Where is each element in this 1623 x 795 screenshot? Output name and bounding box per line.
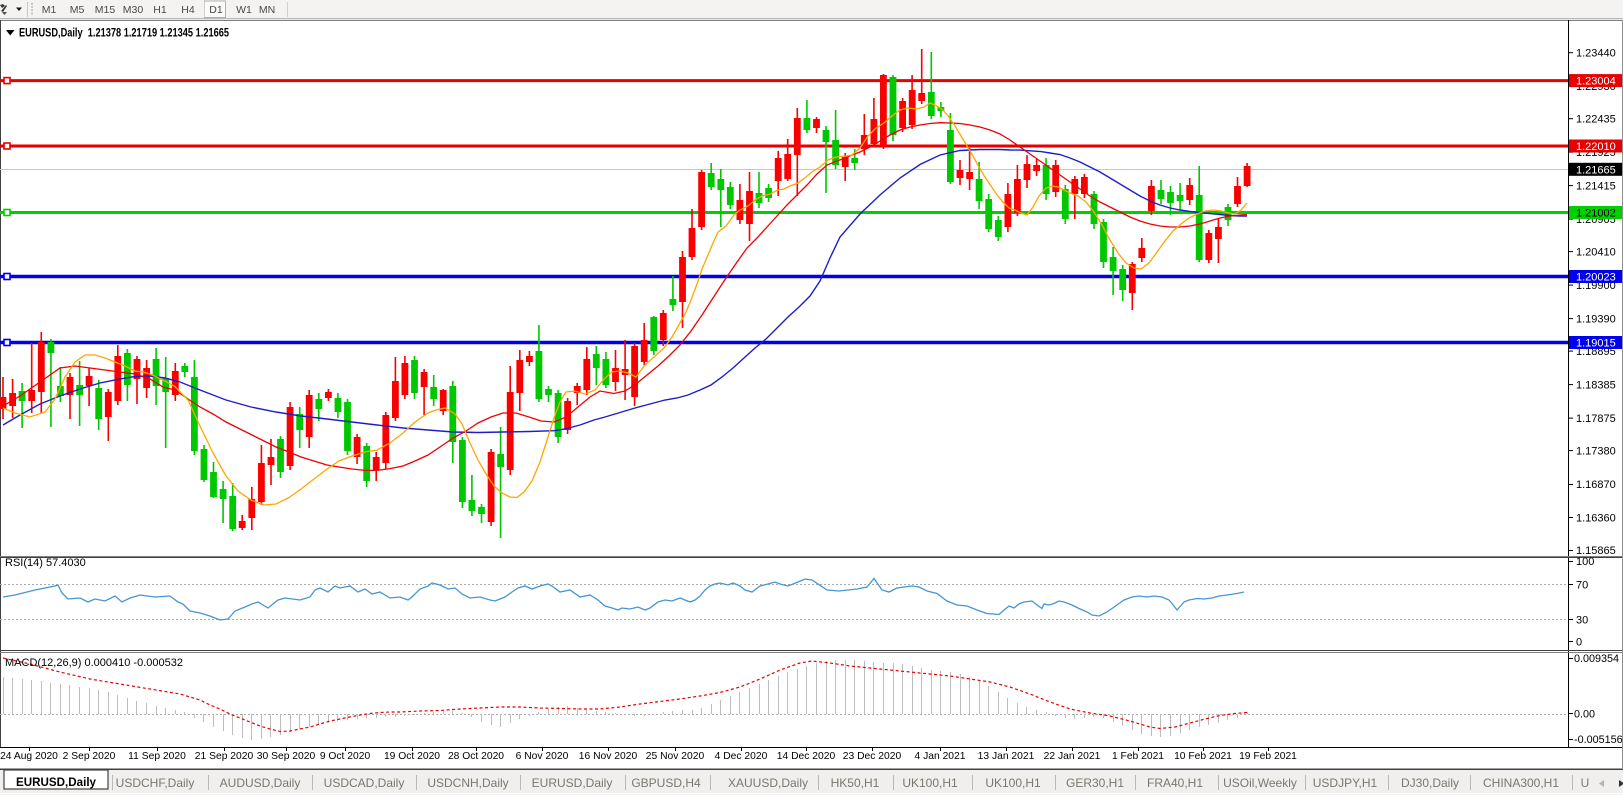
svg-text:1.15865: 1.15865 bbox=[1576, 545, 1616, 557]
svg-text:1.22435: 1.22435 bbox=[1576, 114, 1616, 126]
svg-text:EURUSD,Daily: EURUSD,Daily bbox=[16, 775, 96, 789]
svg-text:30: 30 bbox=[1576, 615, 1588, 627]
svg-text:1.18385: 1.18385 bbox=[1576, 380, 1616, 392]
svg-text:D1: D1 bbox=[209, 4, 223, 16]
svg-text:1.18895: 1.18895 bbox=[1576, 346, 1616, 358]
svg-text:1.19900: 1.19900 bbox=[1576, 280, 1616, 292]
svg-text:6 Nov 2020: 6 Nov 2020 bbox=[516, 751, 569, 762]
svg-text:25 Nov 2020: 25 Nov 2020 bbox=[646, 751, 705, 762]
svg-text:EURUSD,Daily 1.21378 1.21719: EURUSD,Daily 1.21378 1.21719 1.21345 1.2… bbox=[19, 28, 229, 40]
svg-text:MN: MN bbox=[259, 4, 275, 16]
svg-text:1.16870: 1.16870 bbox=[1576, 479, 1616, 491]
svg-text:M5: M5 bbox=[70, 4, 85, 16]
svg-text:HK50,H1: HK50,H1 bbox=[831, 776, 880, 790]
svg-text:1.16360: 1.16360 bbox=[1576, 513, 1616, 525]
svg-text:M30: M30 bbox=[123, 4, 144, 16]
svg-text:UK100,H1: UK100,H1 bbox=[985, 776, 1041, 790]
svg-text:1.19390: 1.19390 bbox=[1576, 314, 1616, 326]
svg-text:1.20023: 1.20023 bbox=[1576, 272, 1616, 284]
svg-text:1.19015: 1.19015 bbox=[1576, 338, 1616, 350]
svg-text:0: 0 bbox=[1576, 637, 1582, 649]
svg-text:1.21415: 1.21415 bbox=[1576, 181, 1616, 193]
svg-text:28 Oct 2020: 28 Oct 2020 bbox=[448, 751, 504, 762]
svg-text:GBPUSD,H4: GBPUSD,H4 bbox=[631, 776, 701, 790]
svg-text:1.21665: 1.21665 bbox=[1576, 164, 1616, 176]
svg-text:23 Dec 2020: 23 Dec 2020 bbox=[843, 751, 902, 762]
svg-text:30 Sep 2020: 30 Sep 2020 bbox=[257, 751, 316, 762]
svg-text:USDCNH,Daily: USDCNH,Daily bbox=[427, 776, 508, 790]
svg-text:H4: H4 bbox=[181, 4, 195, 16]
svg-text:UK100,H1: UK100,H1 bbox=[902, 776, 958, 790]
svg-text:1.23004: 1.23004 bbox=[1576, 76, 1616, 88]
svg-text:USDCAD,Daily: USDCAD,Daily bbox=[324, 776, 405, 790]
svg-text:19 Oct 2020: 19 Oct 2020 bbox=[384, 751, 440, 762]
svg-text:USOil,Weekly: USOil,Weekly bbox=[1223, 776, 1297, 790]
svg-text:W1: W1 bbox=[236, 4, 252, 16]
svg-text:H1: H1 bbox=[153, 4, 167, 16]
svg-text:RSI(14) 57.4030: RSI(14) 57.4030 bbox=[5, 557, 86, 569]
svg-text:M15: M15 bbox=[95, 4, 116, 16]
svg-text:M1: M1 bbox=[42, 4, 57, 16]
svg-text:DJ30,Daily: DJ30,Daily bbox=[1401, 776, 1459, 790]
svg-text:24 Aug 2020: 24 Aug 2020 bbox=[0, 751, 58, 762]
svg-text:USDJPY,H1: USDJPY,H1 bbox=[1313, 776, 1378, 790]
svg-text:EURUSD,Daily: EURUSD,Daily bbox=[532, 776, 613, 790]
svg-text:1 Feb 2021: 1 Feb 2021 bbox=[1112, 751, 1164, 762]
svg-text:2 Sep 2020: 2 Sep 2020 bbox=[63, 751, 116, 762]
svg-text:1.17875: 1.17875 bbox=[1576, 413, 1616, 425]
svg-text:0.00: 0.00 bbox=[1574, 709, 1595, 721]
svg-text:4 Dec 2020: 4 Dec 2020 bbox=[715, 751, 768, 762]
svg-text:19 Feb 2021: 19 Feb 2021 bbox=[1239, 751, 1297, 762]
svg-text:1.23440: 1.23440 bbox=[1576, 48, 1616, 60]
svg-text:FRA40,H1: FRA40,H1 bbox=[1147, 776, 1203, 790]
svg-text:1.17380: 1.17380 bbox=[1576, 446, 1616, 458]
svg-text:0.009354: 0.009354 bbox=[1574, 653, 1619, 665]
svg-text:11 Sep 2020: 11 Sep 2020 bbox=[128, 751, 186, 762]
svg-text:14 Dec 2020: 14 Dec 2020 bbox=[777, 751, 836, 762]
svg-text:MACD(12,26,9) 0.000410 -0.0005: MACD(12,26,9) 0.000410 -0.000532 bbox=[5, 657, 183, 669]
svg-text:70: 70 bbox=[1576, 580, 1588, 592]
svg-text:-0.005156: -0.005156 bbox=[1574, 734, 1623, 746]
svg-text:XAUUSD,Daily: XAUUSD,Daily bbox=[728, 776, 808, 790]
svg-text:4 Jan 2021: 4 Jan 2021 bbox=[915, 751, 966, 762]
svg-text:10 Feb 2021: 10 Feb 2021 bbox=[1174, 751, 1232, 762]
svg-text:1.22010: 1.22010 bbox=[1576, 141, 1616, 153]
svg-text:1.20410: 1.20410 bbox=[1576, 247, 1616, 259]
svg-text:1.21002: 1.21002 bbox=[1576, 208, 1616, 220]
svg-text:21 Sep 2020: 21 Sep 2020 bbox=[195, 751, 254, 762]
svg-text:22 Jan 2021: 22 Jan 2021 bbox=[1044, 751, 1101, 762]
svg-text:CHINA300,H1: CHINA300,H1 bbox=[1483, 776, 1559, 790]
svg-text:AUDUSD,Daily: AUDUSD,Daily bbox=[220, 776, 301, 790]
svg-text:U: U bbox=[1581, 776, 1590, 790]
svg-text:9 Oct 2020: 9 Oct 2020 bbox=[320, 751, 371, 762]
svg-text:16 Nov 2020: 16 Nov 2020 bbox=[579, 751, 638, 762]
svg-text:GER30,H1: GER30,H1 bbox=[1066, 776, 1124, 790]
svg-text:100: 100 bbox=[1576, 556, 1594, 568]
svg-text:USDCHF,Daily: USDCHF,Daily bbox=[116, 776, 195, 790]
svg-text:13 Jan 2021: 13 Jan 2021 bbox=[978, 751, 1035, 762]
